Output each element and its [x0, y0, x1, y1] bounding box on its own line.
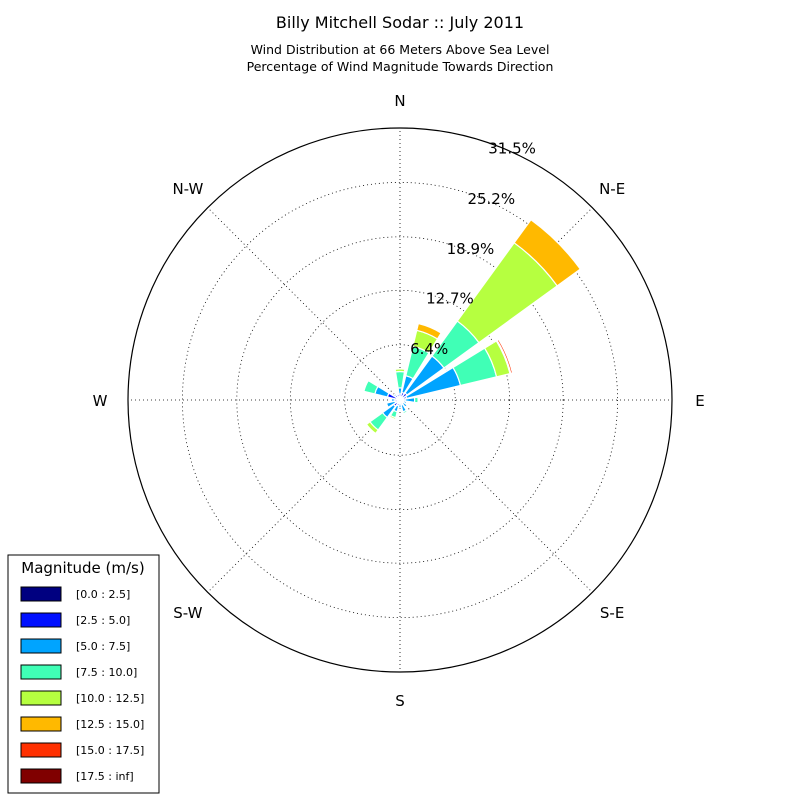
legend-label: [2.5 : 5.0] [76, 614, 130, 627]
legend-entries: [0.0 : 2.5] [2.5 : 5.0] [5.0 : 7.5] [7.5 : … [20, 586, 144, 784]
wind-bar-segment [416, 322, 442, 340]
direction-label: N-W [172, 180, 203, 198]
direction-label: N [394, 92, 405, 110]
wind-bar-segment [402, 409, 409, 415]
chart-title: Billy Mitchell Sodar :: July 2011 [276, 13, 524, 32]
grid-spoke [207, 399, 401, 593]
legend-swatch [20, 716, 62, 732]
grid-spoke [207, 207, 401, 401]
radial-tick-label: 18.9% [447, 240, 495, 258]
legend-label: [10.0 : 12.5] [76, 692, 144, 705]
polar-outer-circle [127, 127, 673, 673]
legend-label: [0.0 : 2.5] [76, 588, 130, 601]
legend-swatch [20, 664, 62, 680]
wind-bar-segment [388, 414, 397, 421]
chart-subtitle-line-2: Percentage of Wind Magnitude Towards Dir… [247, 59, 554, 74]
legend-swatch [20, 586, 62, 602]
grid-ring [289, 289, 511, 511]
wind-bar-segment [496, 338, 514, 375]
direction-labels: N N-E E S-E S S-W W N-W [93, 92, 705, 710]
direction-label: N-E [599, 180, 625, 198]
legend-swatch [20, 638, 62, 654]
wind-bar-segment [413, 396, 419, 404]
radial-tick-label: 31.5% [488, 140, 536, 158]
wind-bar-segment [392, 392, 398, 398]
legend-label: [12.5 : 15.0] [76, 718, 144, 731]
direction-label: E [695, 392, 704, 410]
legend-swatch [20, 742, 62, 758]
wind-bars [363, 218, 582, 435]
legend-label: [15.0 : 17.5] [76, 744, 144, 757]
wind-bar-segment [513, 218, 582, 287]
legend-swatch [20, 612, 62, 628]
wind-bar-segment [363, 379, 379, 395]
wind-bar-segment [390, 397, 396, 403]
wind-bar-segment [365, 420, 380, 435]
legend: Magnitude (m/s) [0.0 : 2.5] [2.5 : 5.0] [5… [7, 554, 160, 794]
wind-bar-segment [394, 368, 406, 373]
legend-label: [7.5 : 10.0] [76, 666, 137, 679]
legend-swatch [20, 768, 62, 784]
chart-subtitle-line-1: Wind Distribution at 66 Meters Above Sea… [251, 42, 550, 57]
wind-bar-segment [395, 392, 400, 396]
legend-title: Magnitude (m/s) [21, 559, 144, 577]
radial-tick-label: 25.2% [467, 190, 515, 208]
direction-label: S-W [173, 604, 202, 622]
radial-tick-label: 12.7% [426, 290, 474, 308]
wind-bar-segment [401, 401, 408, 408]
grid-ring [236, 236, 564, 564]
radial-tick-labels: 6.4% 12.7% 18.9% 25.2% 31.5% [410, 140, 536, 358]
direction-label: W [93, 392, 108, 410]
direction-label: S-E [600, 604, 624, 622]
grid-ring [344, 344, 456, 456]
direction-label: S [395, 692, 405, 710]
wind-bar-segment [385, 400, 397, 409]
legend-label: [5.0 : 7.5] [76, 640, 130, 653]
radial-tick-label: 6.4% [410, 340, 448, 358]
grid-ring [181, 181, 619, 619]
grid-spoke [399, 399, 593, 593]
legend-label: [17.5 : inf] [76, 770, 134, 783]
legend-swatch [20, 690, 62, 706]
